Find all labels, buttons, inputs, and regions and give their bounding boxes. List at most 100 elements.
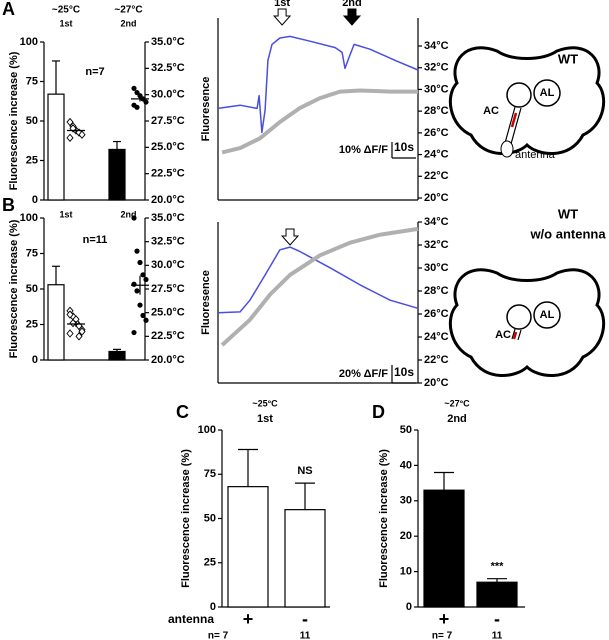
y-tick-label: 0 [210,601,216,613]
y-axis-title: Fluoresence [200,270,212,335]
n-note: n=11 [83,234,108,246]
data-point [66,133,74,143]
y-tick-label: 50 [26,115,38,127]
n-label: n= 7 [432,631,453,640]
y2-tick-label: 32°C [424,239,449,251]
y-tick-label: 20 [400,530,412,542]
al-region [533,79,561,107]
x-tick-label: - [494,609,500,629]
y2-tick-label: 30°C [424,83,449,95]
y2-tick-label: 20.0°C [151,354,185,366]
value-annotation: NS [297,465,312,477]
y2-tick-label: 28°C [424,105,449,117]
data-point [137,259,143,266]
panel-title: ~25°C [252,398,278,408]
y2-tick-label: 25.0°C [151,307,185,319]
n-label: 11 [300,631,311,640]
diagram-title: WT [558,206,578,221]
brain-outline [448,268,606,378]
data-point [131,281,137,287]
y2-tick-label: 35.0°C [151,36,185,48]
y2-tick-label: 32°C [424,62,449,74]
y2-tick-label: 22.5°C [151,330,185,342]
category-label: 1st [59,18,72,28]
data-point [134,104,140,110]
brain-diagram: AC AL [448,268,606,378]
y-axis-title: Fluorescence increase (%) [180,449,192,588]
temperature-line [221,88,418,155]
bar [423,489,465,608]
bar [108,350,126,361]
y-tick-label: 0 [32,194,38,206]
y2-tick-label: 30.0°C [151,259,185,271]
data-point [134,248,140,254]
data-point [137,302,143,308]
y2-tick-label: 24°C [424,148,449,160]
al-label: AL [540,87,555,99]
bar [476,581,518,608]
y-axis-title: Fluorescence increase (%) [378,449,390,588]
x-tick-label: - [302,609,308,629]
bar [47,284,65,361]
n-label: n= 7 [208,631,229,640]
y2-tick-label: 28°C [424,285,449,297]
category-label: 2nd [120,18,136,28]
data-point [66,310,74,319]
arrow [272,8,292,26]
panel-label: D [372,402,385,422]
bar [227,486,269,608]
y2-tick-label: 32.5°C [151,236,185,248]
y-axis-title: Fluorescence increase (%) [8,51,20,190]
y2-tick-label: 22°C [424,170,449,182]
data-point [134,288,140,294]
data-point [143,276,149,283]
panel-label: C [176,402,189,422]
data-point [78,130,86,139]
y-axis-title: Fluorescence increase (%) [8,219,20,358]
arrow [342,8,362,26]
data-point [131,85,137,91]
y-tick-label: 30 [400,495,412,507]
y2-tick-label: 34°C [424,216,449,228]
category-label: 1st [59,209,72,219]
y-tick-label: 75 [204,468,216,480]
y-tick-label: 50 [400,424,412,436]
y-tick-label: 100 [20,212,38,224]
y-tick-label: 75 [26,75,38,87]
y-tick-label: 50 [26,283,38,295]
brain-outline [448,46,606,156]
ac-label: AC [495,329,511,341]
data-point [143,99,149,105]
y-tick-label: 75 [26,247,38,259]
n-label: 11 [492,631,503,640]
y2-tick-label: 20°C [424,377,449,389]
bar [47,93,65,201]
scale-label-x: 10s [394,365,414,379]
antenna-nerve [504,106,522,145]
fluorescence-line [217,246,419,314]
panel-subtitle: 2nd [447,413,467,425]
y2-tick-label: 22°C [424,354,449,366]
y-tick-label: 40 [400,459,412,471]
y-tick-label: 25 [204,557,216,569]
y2-tick-label: 26°C [424,127,449,139]
y-tick-label: 100 [20,36,38,48]
antenna-label: antenna [515,149,556,161]
al-region [533,301,561,329]
y2-tick-label: 26°C [424,308,449,320]
y-tick-label: 25 [26,318,38,330]
data-point [66,329,74,338]
recording-site [512,331,518,340]
recording-site [510,112,518,128]
x-tick-label: + [439,609,450,629]
diagram-subtitle: w/o antenna [529,226,606,241]
y-tick-label: 0 [406,601,412,613]
y2-tick-label: 27.5°C [151,283,185,295]
data-point [131,329,137,336]
panel-subtitle: 1st [257,413,273,425]
x-tick-label: + [243,609,254,629]
category-label: 2nd [120,209,136,219]
scale-label-y: 20% ΔF/F [339,368,388,380]
